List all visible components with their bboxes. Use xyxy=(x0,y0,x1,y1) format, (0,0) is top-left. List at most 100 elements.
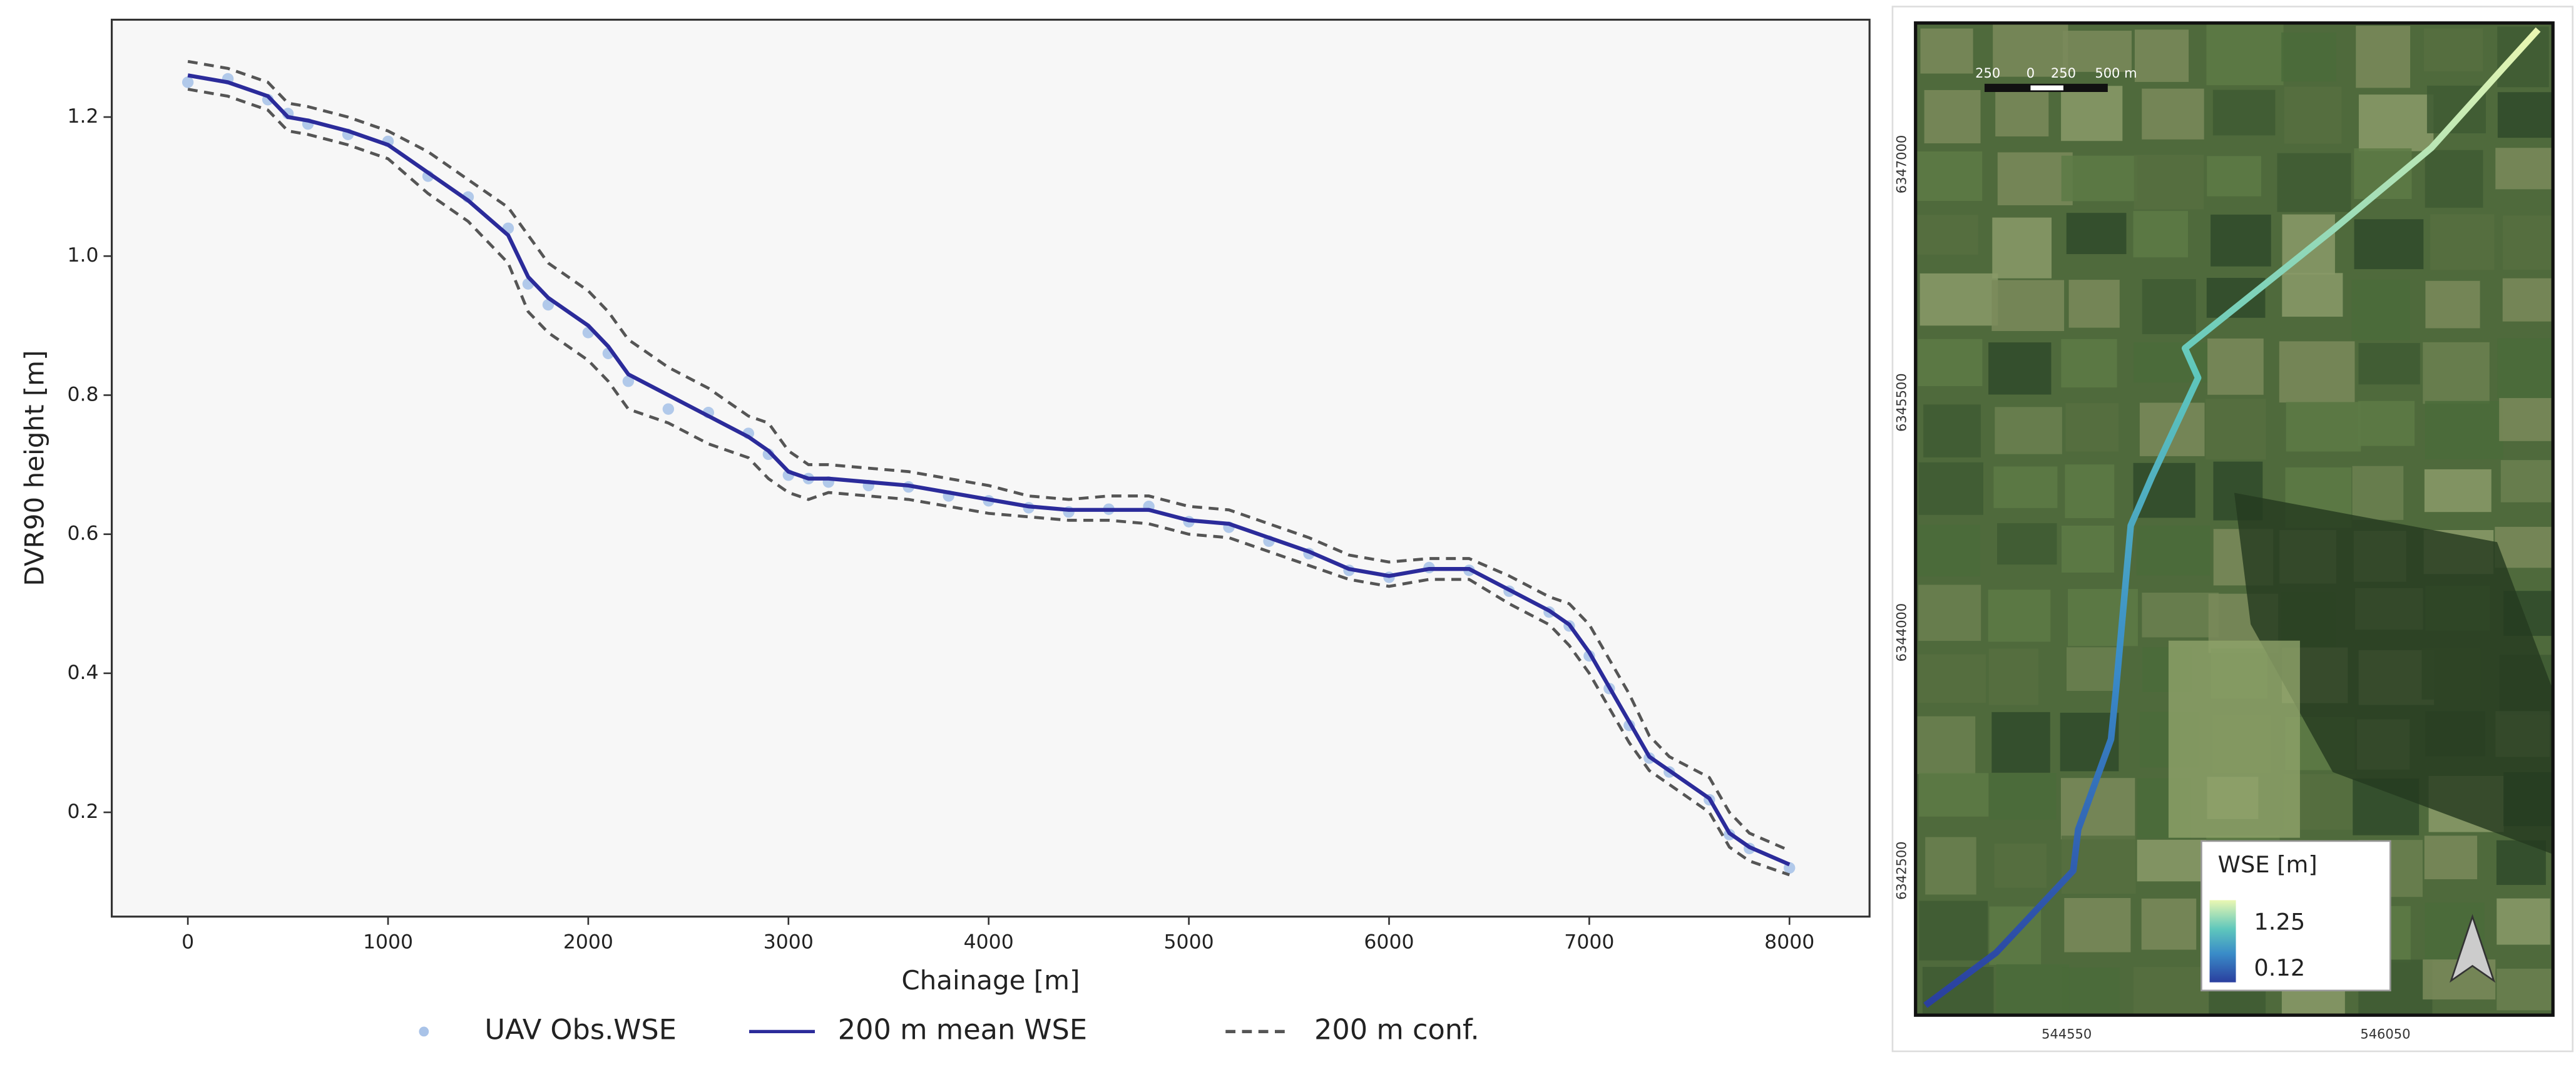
map-field xyxy=(1923,404,1981,457)
map-field xyxy=(1922,967,1994,1016)
scale-label: 250 xyxy=(1975,66,2000,81)
map-field xyxy=(1995,407,2062,454)
map-field xyxy=(1925,837,1976,895)
map-field xyxy=(1992,217,2052,278)
map-field xyxy=(2277,153,2351,212)
map-field xyxy=(1919,273,1998,326)
map-field xyxy=(2500,460,2553,503)
map-field xyxy=(1996,964,2070,1014)
river xyxy=(1923,27,2541,1008)
map-field xyxy=(2430,214,2495,270)
map-field xyxy=(2425,280,2480,329)
map-field xyxy=(1993,466,2058,508)
map-field xyxy=(1919,901,1988,961)
x-tick-label: 5000 xyxy=(1164,931,1214,954)
map-field xyxy=(2352,466,2404,520)
map-field xyxy=(2168,640,2300,838)
map-field xyxy=(2061,339,2117,388)
map-field xyxy=(2358,94,2434,151)
map-field xyxy=(1918,339,1983,386)
northing-label: 6342500 xyxy=(1894,841,1909,899)
map-field xyxy=(2502,278,2553,322)
observation xyxy=(181,76,194,88)
y-tick-label: 0.8 xyxy=(68,383,99,406)
map-field xyxy=(2503,215,2553,270)
northing-label: 6345500 xyxy=(1894,373,1909,431)
map-field xyxy=(2279,341,2355,403)
easting-label: 546050 xyxy=(2360,1027,2410,1042)
map-field xyxy=(2206,278,2266,318)
map-field xyxy=(2425,401,2503,459)
map-field xyxy=(1920,28,1973,74)
map-field xyxy=(1997,523,2057,565)
scale-label: 500 m xyxy=(2095,66,2137,81)
map-field xyxy=(1918,584,1981,641)
map-field xyxy=(2497,92,2553,138)
map-field xyxy=(2497,968,2553,1011)
map-field xyxy=(2358,401,2415,446)
map-field xyxy=(2141,898,2197,950)
map-field xyxy=(2133,967,2211,1016)
map-field xyxy=(1924,89,1981,144)
map-field xyxy=(2351,280,2410,340)
map-field xyxy=(1918,462,1983,515)
map-field xyxy=(2134,155,2204,210)
map-field xyxy=(2137,839,2207,882)
map-field xyxy=(2136,525,2211,576)
map-field xyxy=(2063,31,2132,72)
map-field xyxy=(2133,211,2189,258)
map-field xyxy=(1919,773,1989,817)
map-field xyxy=(2497,26,2549,88)
map-field xyxy=(1918,654,1986,703)
colorbar xyxy=(2209,900,2236,983)
legend: UAV Obs.WSE 200 m mean WSE 200 m conf. xyxy=(419,1013,1480,1046)
y-tick-label: 1.0 xyxy=(68,244,99,267)
map-field xyxy=(2207,338,2264,395)
map-field xyxy=(2497,338,2552,399)
map-field xyxy=(1916,215,1978,255)
map-coordinates: 6347000 6345500 6344000 6342500 544550 5… xyxy=(1894,135,2411,1042)
map-field xyxy=(1991,280,2065,332)
map-field xyxy=(1988,648,2039,705)
northing-label: 6347000 xyxy=(1894,135,1909,193)
map-field xyxy=(1916,524,1980,577)
plot: 0 1000 2000 3000 4000 5000 6000 7000 8000 0.2 0.4 0… xyxy=(68,59,1814,954)
map-legend-title: WSE [m] xyxy=(2218,851,2318,878)
map-field xyxy=(1993,23,2068,77)
map-field xyxy=(2286,402,2361,452)
observation xyxy=(622,375,635,387)
y-tick-label: 0.2 xyxy=(68,800,99,823)
colorbar-label: 1.25 xyxy=(2254,909,2305,936)
x-tick-label: 3000 xyxy=(764,931,814,954)
map-field xyxy=(2142,593,2219,638)
map-field xyxy=(2212,89,2276,136)
map-field xyxy=(1997,152,2073,206)
map-field xyxy=(2061,86,2123,141)
map-field xyxy=(1915,151,1983,202)
map-field xyxy=(2424,835,2478,879)
map-field xyxy=(2065,403,2119,452)
map-field xyxy=(2211,214,2271,267)
northing-label: 6344000 xyxy=(1894,603,1909,661)
map-field xyxy=(2134,29,2189,82)
map-field xyxy=(2424,469,2492,513)
map-field xyxy=(2282,273,2343,317)
y-tick-label: 0.6 xyxy=(68,523,99,545)
map-frame xyxy=(1914,21,2555,1017)
map-field xyxy=(2142,88,2204,140)
map-field xyxy=(2207,156,2262,197)
map-field xyxy=(2281,32,2336,82)
map-fields xyxy=(1915,23,2553,1016)
scale-label: 0 xyxy=(2027,66,2035,81)
map-field xyxy=(2423,28,2483,72)
y-axis-label: DVR90 height [m] xyxy=(19,350,49,586)
map-field xyxy=(2354,219,2424,270)
x-tick-label: 2000 xyxy=(563,931,613,954)
map-field xyxy=(2067,647,2117,692)
map-field xyxy=(2065,464,2115,518)
plot-area xyxy=(111,18,1871,918)
confidence-line xyxy=(187,88,1791,877)
map-field xyxy=(1917,716,1976,774)
scale-bar-bar xyxy=(2030,85,2063,91)
